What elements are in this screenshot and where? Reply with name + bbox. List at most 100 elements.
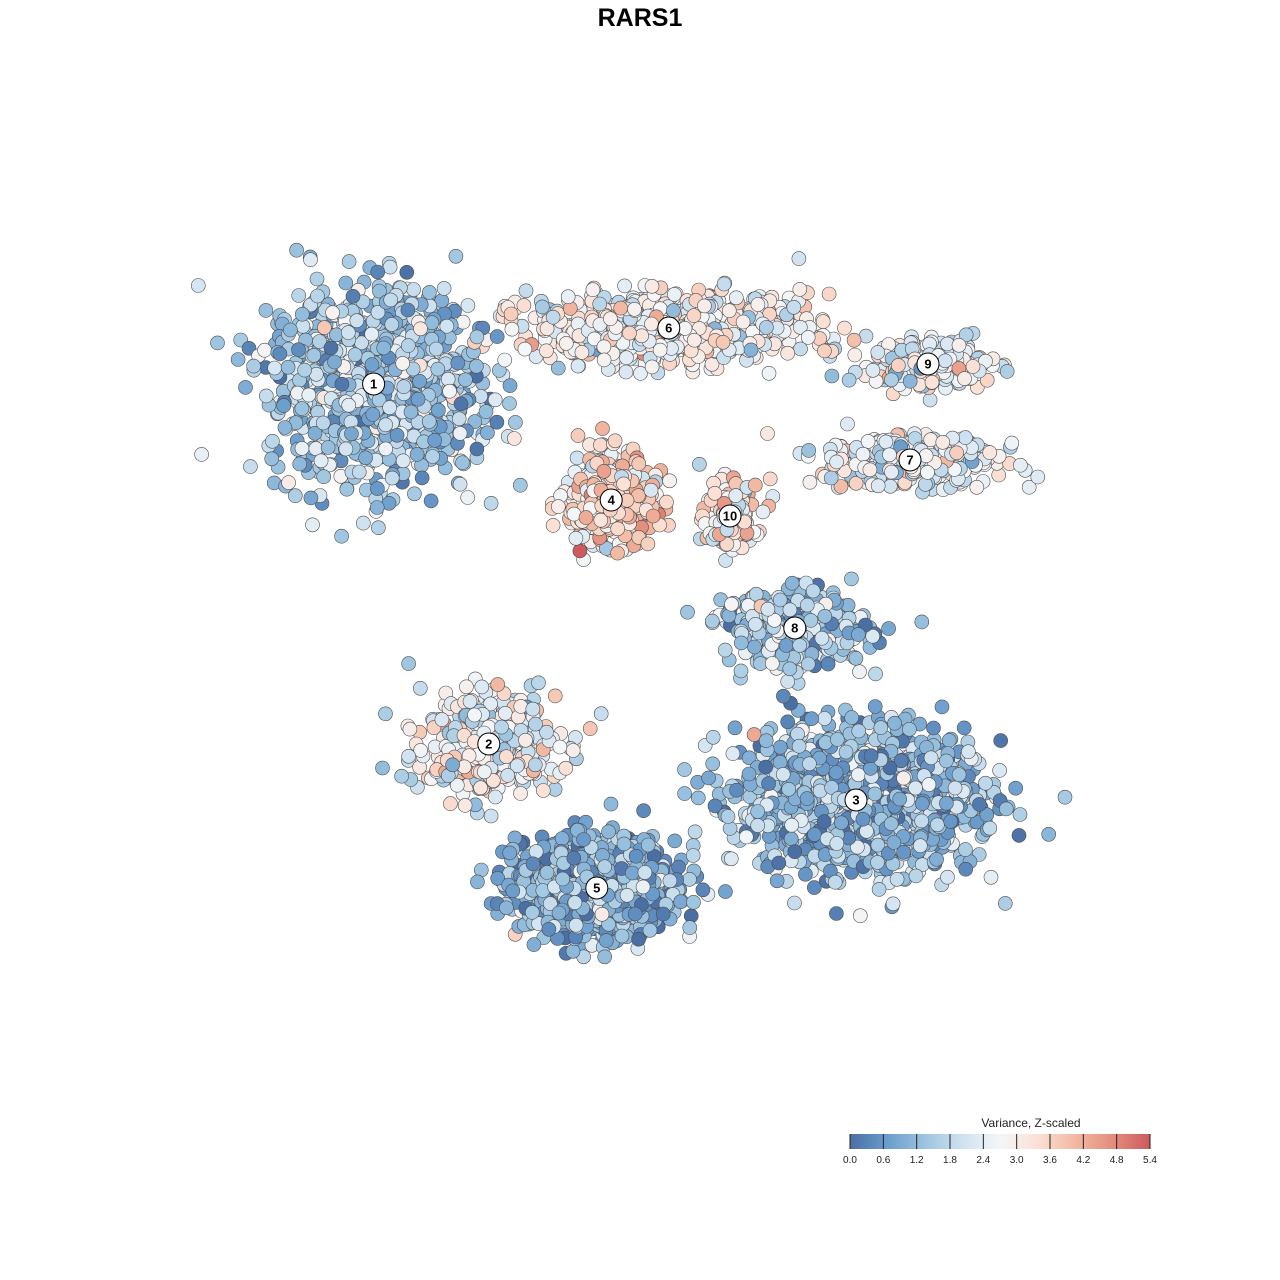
cell-point — [309, 271, 325, 287]
cell-point — [516, 298, 532, 313]
cell-point — [940, 869, 955, 885]
cell-point — [518, 283, 534, 299]
cell-point — [718, 884, 733, 899]
cell-point — [512, 477, 528, 493]
cell-point — [480, 425, 495, 441]
cell-point — [1012, 807, 1028, 822]
cell-point — [341, 254, 357, 269]
cell-point — [776, 688, 791, 704]
cell-point — [852, 908, 868, 924]
cell-point — [191, 278, 206, 293]
cell-point — [885, 896, 901, 912]
cell-point — [844, 710, 860, 725]
cell-point — [488, 789, 503, 805]
cell-point — [264, 451, 280, 467]
cell-point — [852, 664, 867, 680]
cell-point — [210, 335, 225, 351]
cell-point — [489, 414, 505, 430]
cell-point — [840, 416, 855, 432]
cell-point — [662, 473, 677, 489]
cell-point — [802, 474, 818, 490]
cell-point — [593, 437, 608, 453]
cell-point — [399, 264, 415, 280]
cell-point — [760, 426, 775, 441]
cell-point — [570, 428, 586, 443]
cell-point — [690, 790, 706, 806]
cell-point — [692, 456, 707, 472]
cell-point — [722, 821, 738, 836]
cell-point — [998, 801, 1014, 817]
cell-point — [992, 763, 1007, 778]
cell-point — [801, 443, 817, 458]
cell-point — [804, 711, 819, 727]
cell-point — [345, 288, 361, 304]
cell-point — [412, 680, 428, 696]
cell-point — [517, 341, 533, 357]
cell-point — [687, 824, 703, 840]
cell-point — [824, 368, 840, 384]
cell-point — [194, 447, 209, 462]
cell-point — [817, 343, 832, 359]
cell-point — [733, 663, 749, 679]
cell-point — [547, 688, 563, 704]
cell-point — [502, 396, 517, 411]
cell-point — [550, 360, 566, 376]
cell-point — [969, 479, 985, 495]
cell-point — [1011, 828, 1027, 843]
cell-point — [489, 329, 505, 344]
cell-point — [603, 796, 619, 812]
cell-point — [871, 882, 887, 897]
cell-point — [334, 528, 349, 544]
cell-point — [761, 365, 777, 381]
cell-point — [728, 290, 744, 306]
cell-point — [727, 720, 743, 736]
cell-point — [593, 706, 609, 722]
cell-point — [483, 495, 499, 511]
cell-point — [423, 493, 439, 509]
cell-point — [617, 278, 632, 294]
cell-point — [701, 770, 716, 786]
cell-point — [723, 851, 739, 867]
cell-point — [922, 392, 938, 408]
cell-point — [455, 455, 470, 471]
cell-point — [443, 796, 458, 811]
cell-point — [997, 896, 1013, 911]
cell-point — [999, 364, 1015, 379]
cell-point — [230, 352, 246, 367]
cell-point — [705, 756, 721, 772]
cell-point — [502, 378, 518, 393]
cell-point — [407, 486, 422, 502]
cell-point — [508, 415, 523, 430]
cell-points — [191, 242, 1073, 965]
cell-point — [958, 842, 973, 857]
cell-point — [677, 786, 692, 801]
cell-point — [317, 320, 332, 335]
cell-point — [786, 299, 802, 315]
cell-point — [837, 320, 852, 336]
cell-point — [1030, 469, 1046, 485]
cell-point — [704, 613, 720, 629]
cell-point — [667, 833, 683, 849]
cell-point — [680, 604, 695, 620]
cell-point — [677, 762, 692, 777]
cell-point — [572, 543, 588, 559]
cell-point — [460, 490, 476, 505]
chart-title: RARS1 — [598, 4, 683, 32]
cell-point — [671, 859, 686, 875]
cell-point — [451, 411, 467, 427]
cell-point — [504, 321, 520, 337]
cell-point — [844, 571, 859, 587]
cell-point — [595, 421, 610, 436]
cell-point — [539, 343, 554, 359]
cell-point — [460, 298, 476, 313]
cell-point — [457, 798, 473, 813]
cell-point — [339, 481, 355, 497]
cell-point — [258, 303, 274, 318]
cell-point — [246, 358, 261, 374]
cell-point — [483, 808, 499, 824]
cell-point — [355, 515, 371, 531]
cell-point — [618, 364, 634, 380]
cell-point — [402, 721, 418, 737]
cell-point — [682, 871, 697, 887]
cell-point — [867, 699, 883, 714]
